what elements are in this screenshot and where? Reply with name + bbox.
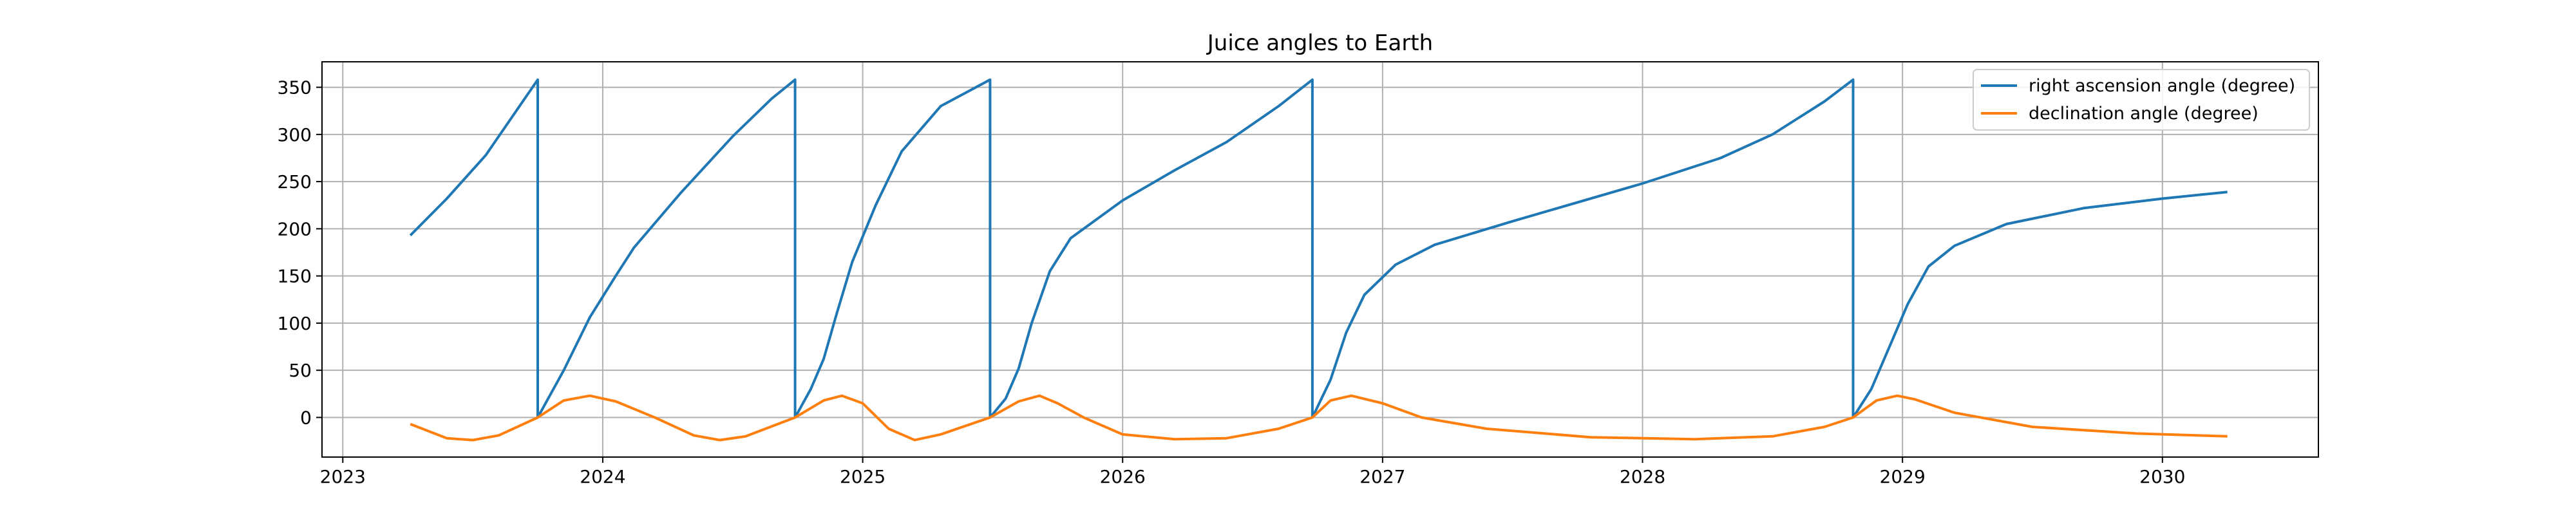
legend: right ascension angle (degree) declinatio… — [1973, 69, 2310, 131]
y-tick-label: 150 — [278, 266, 312, 287]
x-tick-label: 2023 — [320, 466, 366, 487]
x-tick-label: 2028 — [1620, 466, 1665, 487]
y-tick-label: 300 — [278, 124, 312, 145]
x-tick-label: 2029 — [1880, 466, 1926, 487]
series-lines — [409, 78, 2228, 442]
x-tick-label: 2026 — [1100, 466, 1146, 487]
x-tick-label: 2024 — [580, 466, 625, 487]
axis-ticks: 2023 2024 2025 2026 2027 2028 2029 2030 0 50 100 15… — [278, 77, 2186, 487]
x-tick-label: 2030 — [2139, 466, 2185, 487]
y-tick-label: 200 — [278, 218, 312, 239]
chart-title: Juice angles to Earth — [1206, 30, 1433, 56]
y-tick-label: 0 — [300, 407, 312, 428]
x-tick-label: 2025 — [840, 466, 886, 487]
series-line-right-ascension — [409, 78, 2228, 419]
y-tick-label: 250 — [278, 171, 312, 192]
legend-label-right-ascension: right ascension angle (degree) — [2029, 76, 2295, 96]
series-line-declination — [410, 394, 2228, 442]
x-tick-label: 2027 — [1359, 466, 1405, 487]
plot-frame — [321, 61, 2319, 458]
y-tick-label: 50 — [289, 360, 312, 381]
grid — [322, 62, 2318, 457]
y-tick-label: 100 — [278, 313, 312, 334]
legend-box — [1973, 69, 2310, 131]
legend-label-declination: declination angle (degree) — [2029, 104, 2259, 124]
y-tick-label: 350 — [278, 77, 312, 98]
